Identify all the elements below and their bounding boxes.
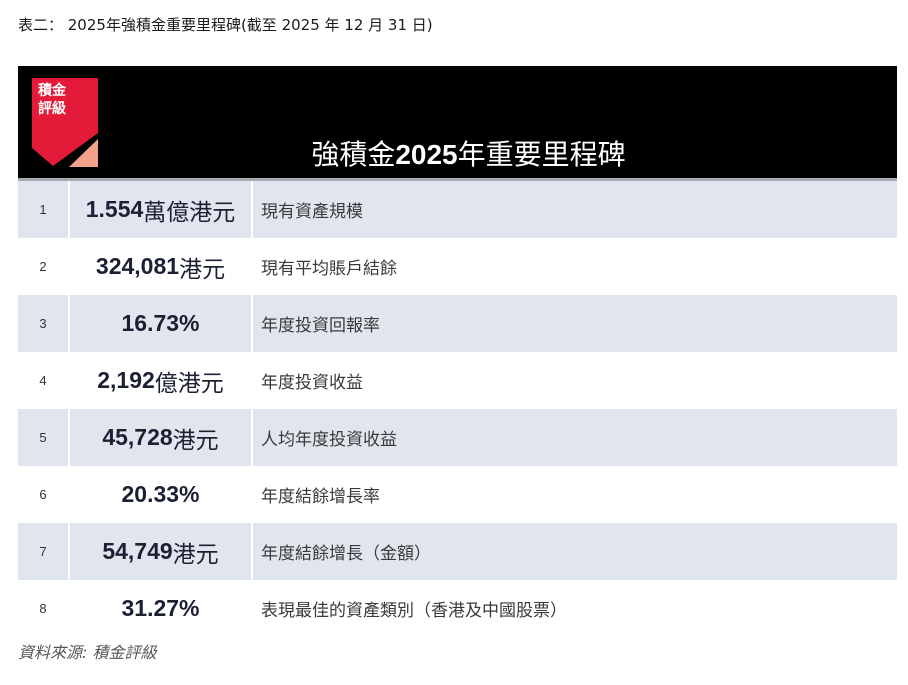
- table-row: 7 54,749 港元 年度結餘增長（金額）: [18, 523, 897, 580]
- row-number: 4: [39, 373, 47, 388]
- row-number: 7: [39, 544, 47, 559]
- value-unit: 萬億港元: [143, 198, 236, 225]
- row-number: 5: [39, 430, 47, 445]
- header-title-suffix: 年重要里程碑: [457, 138, 626, 171]
- table-row: 1 1.554 萬億港元 現有資產規模: [18, 181, 897, 238]
- row-description: 年度投資收益: [261, 373, 363, 393]
- logo-text: 積金 評級: [38, 82, 66, 118]
- row-number: 3: [39, 316, 47, 331]
- row-number: 6: [39, 487, 47, 502]
- row-value: 20.33%: [68, 466, 253, 523]
- row-description: 現有平均賬戶結餘: [261, 259, 397, 279]
- header-title-prefix: 強積金: [311, 138, 396, 171]
- value-unit: 港元: [172, 540, 219, 567]
- value-number: 54,749: [102, 538, 173, 564]
- row-description: 現有資產規模: [261, 202, 363, 222]
- table-row: 4 2,192 億港元 年度投資收益: [18, 352, 897, 409]
- table-caption: 表二： 2025年強積金重要里程碑(截至 2025 年 12 月 31 日): [18, 16, 433, 34]
- row-description: 年度結餘增長率: [261, 487, 380, 507]
- value-number: 45,728: [102, 424, 173, 450]
- row-value: 324,081 港元: [68, 238, 253, 295]
- row-description: 年度結餘增長（金額）: [261, 544, 431, 564]
- value-unit: 億港元: [154, 369, 224, 396]
- table-row: 8 31.27% 表現最佳的資產類別（香港及中國股票）: [18, 580, 897, 637]
- value-unit: 港元: [172, 426, 219, 453]
- row-value: 1.554 萬億港元: [68, 181, 253, 238]
- value-number: 20.33%: [121, 481, 200, 507]
- value-unit: 港元: [179, 255, 226, 282]
- table-row: 3 16.73% 年度投資回報率: [18, 295, 897, 352]
- logo-line-2: 評級: [38, 101, 66, 117]
- table-row: 5 45,728 港元 人均年度投資收益: [18, 409, 897, 466]
- table-row: 2 324,081 港元 現有平均賬戶結餘: [18, 238, 897, 295]
- row-value: 16.73%: [68, 295, 253, 352]
- logo: 積金 評級: [32, 78, 99, 167]
- row-description: 表現最佳的資產類別（香港及中國股票）: [261, 601, 567, 621]
- header-title-year: 2025: [395, 139, 458, 170]
- header-divider: [18, 178, 897, 181]
- value-number: 31.27%: [121, 595, 200, 621]
- row-value: 54,749 港元: [68, 523, 253, 580]
- value-number: 1.554: [85, 196, 144, 222]
- row-description: 人均年度投資收益: [261, 430, 397, 450]
- header-title: 強積金2025年重要里程碑: [18, 137, 897, 173]
- value-number: 2,192: [97, 367, 155, 393]
- row-number: 8: [39, 601, 47, 616]
- value-number: 324,081: [95, 253, 180, 279]
- source-note: 資料來源: 積金評級: [18, 643, 157, 662]
- milestones-table: 積金 評級 強積金2025年重要里程碑 1 1.554 萬億港元 現有資產規模 2…: [18, 66, 897, 637]
- row-number: 2: [39, 259, 47, 274]
- row-value: 45,728 港元: [68, 409, 253, 466]
- logo-badge-icon: [32, 78, 98, 167]
- table-row: 6 20.33% 年度結餘增長率: [18, 466, 897, 523]
- row-number: 1: [39, 202, 47, 217]
- row-description: 年度投資回報率: [261, 316, 380, 336]
- row-value: 31.27%: [68, 580, 253, 637]
- value-number: 16.73%: [121, 310, 200, 336]
- row-value: 2,192 億港元: [68, 352, 253, 409]
- logo-line-1: 積金: [38, 83, 66, 99]
- table-header: 積金 評級 強積金2025年重要里程碑: [18, 66, 897, 178]
